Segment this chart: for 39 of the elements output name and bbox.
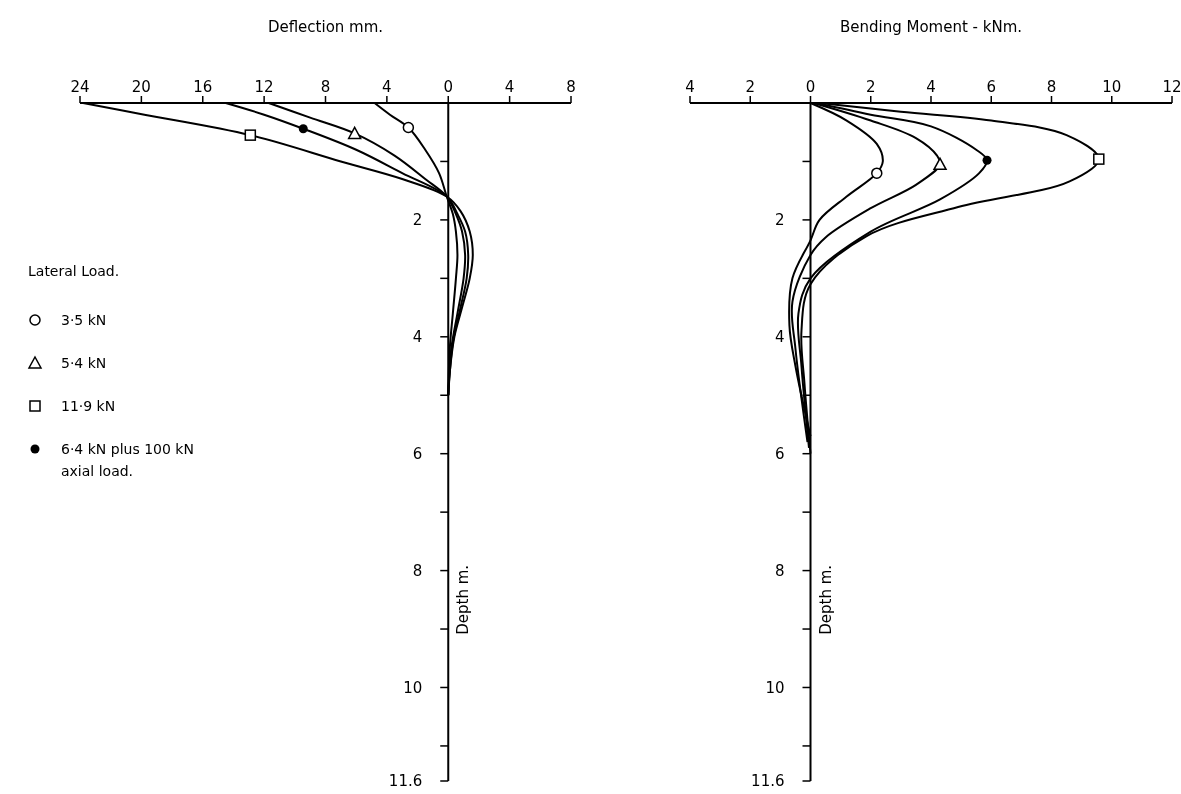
legend-label: 5·4 kN [61,354,107,371]
y-tick-label: 4 [412,328,423,347]
chart-title: Deflection mm. [267,18,384,36]
x-tick-label: 24 [70,78,90,96]
x-tick-label: 2 [745,78,756,96]
x-tick-label: 4 [504,78,515,96]
y-tick-label: 6 [412,444,423,463]
x-tick-label: 10 [1102,78,1122,96]
legend-label: 11·9 kN [61,397,116,414]
x-tick-label: 12 [1162,78,1181,96]
x-tick-label: 8 [1046,78,1057,96]
y-axis-title: Depth m. [454,564,473,635]
chart-title: Bending Moment - kNm. [839,18,1023,36]
x-tick-label: 0 [805,78,816,96]
x-tick-label: 2 [865,78,876,96]
legend-label: 6·4 kN plus 100 kN axial load. [61,440,194,479]
x-tick-label: 8 [320,78,331,96]
x-tick-label: 4 [926,78,936,96]
x-tick-label: 8 [566,78,576,96]
y-tick-label: 11.6 [751,772,785,791]
y-tick-label: 2 [412,211,423,230]
y-tick-label: 10 [403,678,423,697]
x-tick-label: 4 [382,78,392,96]
y-tick-label: 10 [765,678,785,697]
x-tick-label: 4 [685,78,695,96]
y-tick-label: 6 [774,444,785,463]
legend-title: Lateral Load. [28,263,120,279]
x-tick-label: 20 [131,78,151,96]
y-tick-label: 11.6 [388,772,423,791]
legend-label: 3·5 kN [61,311,107,328]
y-tick-label: 8 [774,561,785,580]
y-tick-label: 2 [774,211,785,230]
x-tick-label: 16 [193,78,213,96]
y-axis-title: Depth m. [816,564,835,635]
x-tick-label: 0 [443,78,454,96]
y-tick-label: 8 [412,561,423,580]
x-tick-label: 12 [254,78,274,96]
x-tick-label: 6 [986,78,997,96]
y-tick-label: 4 [774,328,785,347]
